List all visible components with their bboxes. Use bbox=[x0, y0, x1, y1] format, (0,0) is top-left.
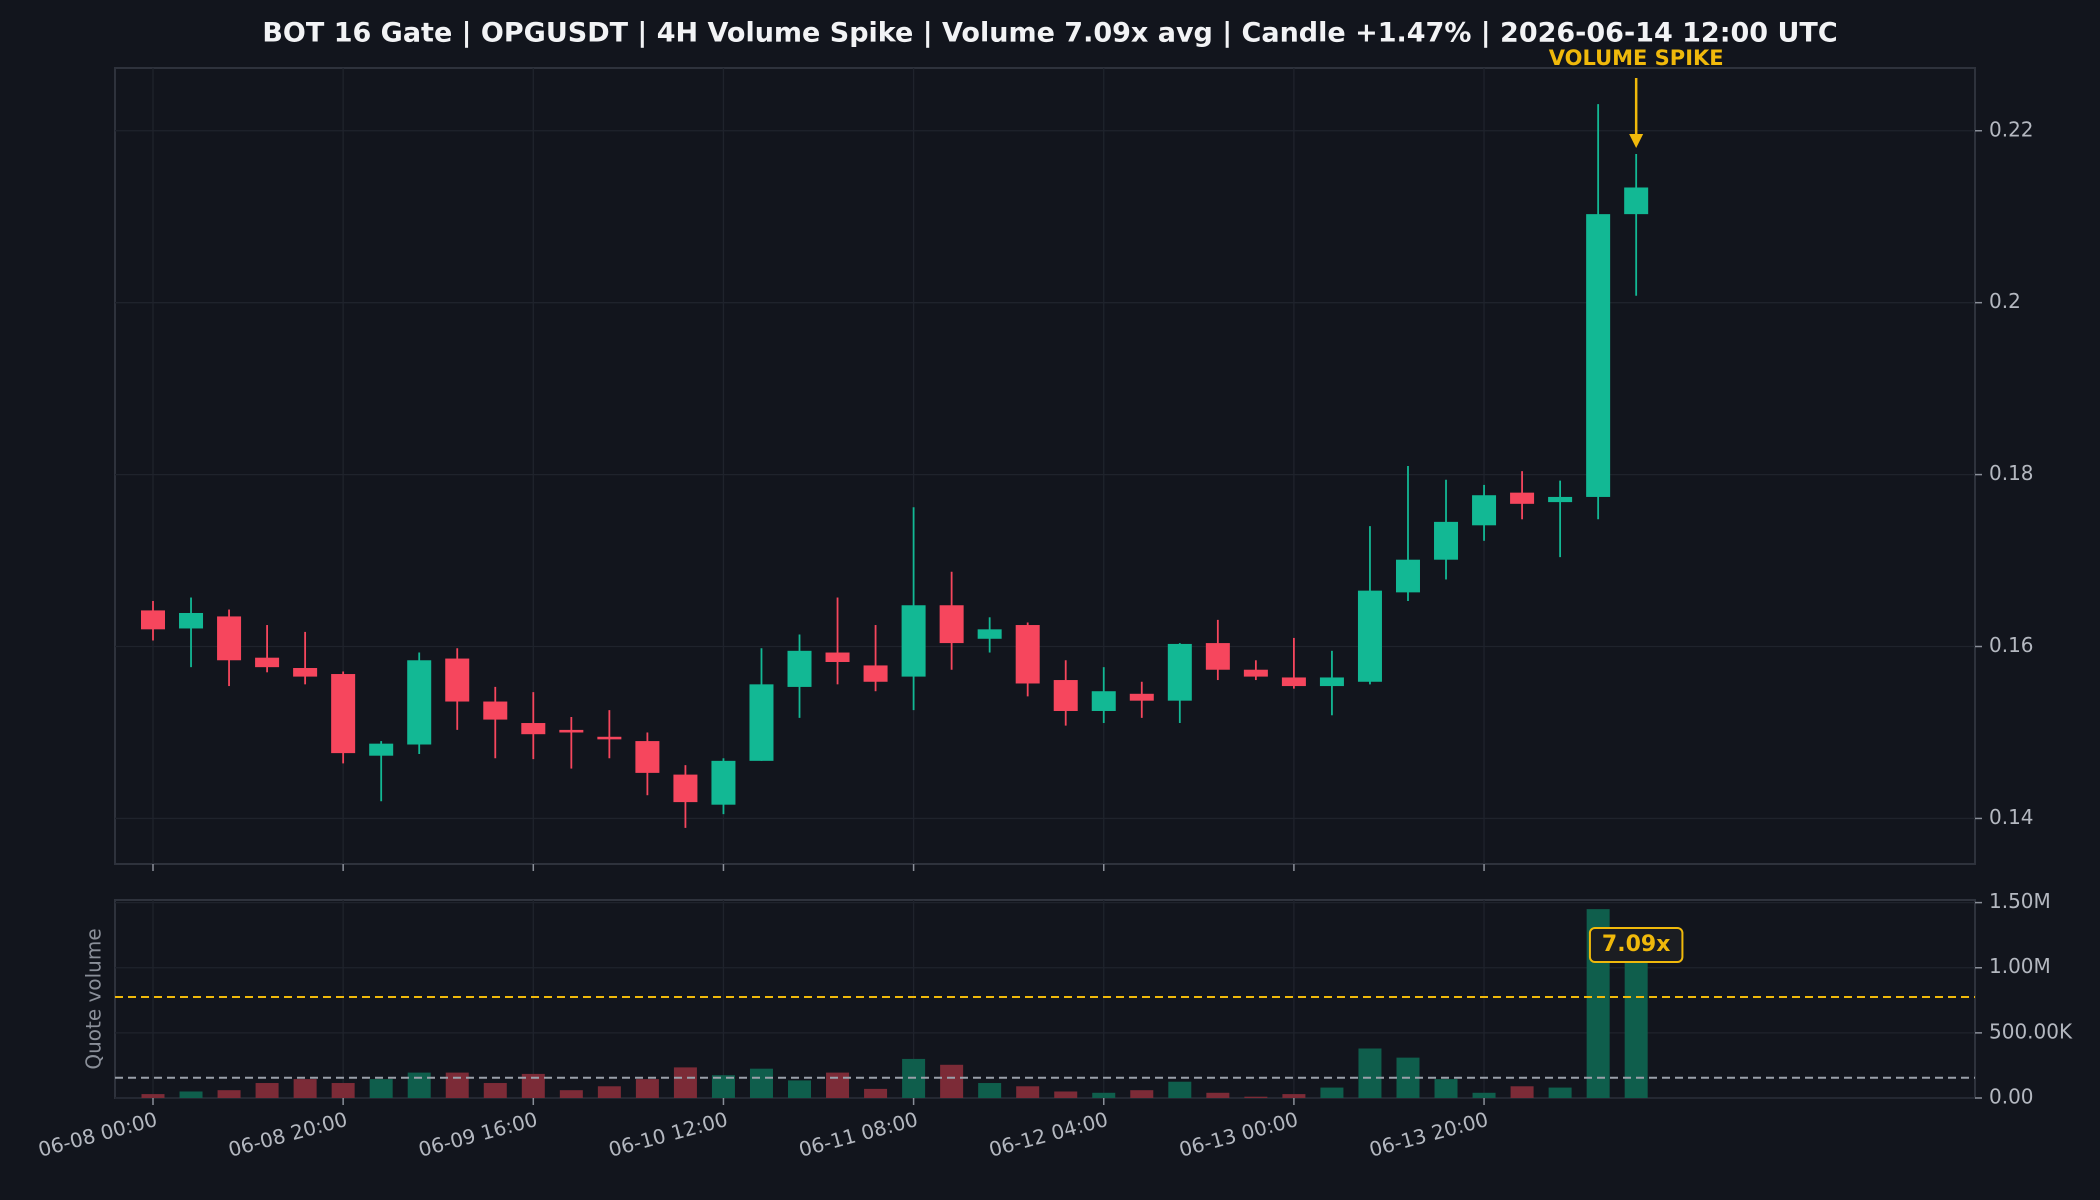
volume-bar bbox=[1168, 1081, 1192, 1098]
candle-body bbox=[293, 668, 318, 677]
annotation: 7.09x bbox=[1602, 932, 1670, 957]
y-tick-label: 0.00 bbox=[1989, 1085, 2034, 1109]
volume-bar bbox=[978, 1083, 1002, 1098]
volume-bar bbox=[673, 1067, 697, 1098]
volume-bar bbox=[559, 1090, 583, 1098]
volume-bar bbox=[864, 1088, 888, 1098]
candle-body bbox=[825, 652, 850, 662]
candle-body bbox=[1091, 691, 1116, 711]
candle-body bbox=[1472, 495, 1497, 526]
volume-bar bbox=[749, 1068, 773, 1098]
volume-bar bbox=[1624, 954, 1648, 1098]
volume-bar bbox=[369, 1079, 393, 1098]
volume-bar bbox=[635, 1079, 659, 1098]
volume-bar bbox=[217, 1090, 241, 1098]
candle-body bbox=[1053, 680, 1078, 711]
y-tick-label: 0.22 bbox=[1989, 117, 2034, 141]
volume-bar bbox=[1244, 1096, 1268, 1098]
volume-bar bbox=[141, 1094, 165, 1098]
volume-bar bbox=[1092, 1092, 1116, 1098]
candle-body bbox=[1205, 643, 1230, 670]
volume-bar bbox=[179, 1091, 203, 1098]
y-tick-label: 0.16 bbox=[1989, 633, 2034, 657]
candle-body bbox=[559, 729, 584, 733]
volume-bar bbox=[1510, 1086, 1534, 1098]
annotation: VOLUME SPIKE bbox=[1549, 46, 1724, 70]
volume-bar bbox=[940, 1064, 964, 1098]
candle-body bbox=[1624, 187, 1649, 215]
candle-body bbox=[597, 736, 622, 740]
candle-body bbox=[1129, 693, 1154, 701]
y-tick-label: 1.50M bbox=[1989, 889, 2051, 913]
candle-body bbox=[711, 760, 736, 805]
candle-body bbox=[1548, 496, 1573, 503]
candle-body bbox=[1434, 521, 1459, 560]
volume-bar bbox=[1016, 1086, 1040, 1098]
candle-body bbox=[749, 684, 774, 761]
candle-body bbox=[939, 605, 964, 644]
volume-bar bbox=[1548, 1087, 1572, 1098]
volume-bar bbox=[1320, 1087, 1344, 1098]
candle-body bbox=[407, 660, 432, 745]
candle-body bbox=[445, 658, 470, 702]
volume-bar bbox=[483, 1083, 507, 1098]
y-tick-label: 500.00K bbox=[1989, 1019, 2073, 1043]
volume-bar bbox=[1282, 1094, 1306, 1098]
candle-body bbox=[141, 610, 165, 630]
candle-body bbox=[331, 674, 356, 754]
candle-body bbox=[635, 741, 660, 773]
candle-body bbox=[521, 723, 546, 735]
candle-body bbox=[483, 701, 508, 720]
candle-body bbox=[179, 612, 204, 629]
volume-bar bbox=[521, 1073, 545, 1098]
volume-bar bbox=[1358, 1048, 1382, 1098]
candle-body bbox=[1243, 669, 1268, 677]
candle-body bbox=[1395, 559, 1420, 593]
candle-body bbox=[1586, 214, 1611, 497]
candle-body bbox=[673, 774, 698, 803]
candle-body bbox=[217, 616, 242, 661]
candle-body bbox=[1015, 625, 1040, 684]
volume-bar bbox=[1472, 1092, 1496, 1098]
volume-bar bbox=[711, 1075, 735, 1098]
candle-body bbox=[977, 629, 1002, 639]
candle-body bbox=[255, 657, 280, 668]
candle-body bbox=[369, 743, 394, 756]
volume-bar bbox=[1130, 1090, 1154, 1098]
candle-body bbox=[787, 650, 812, 687]
candle-body bbox=[1357, 590, 1382, 682]
volume-bar bbox=[445, 1072, 469, 1098]
volume-bar bbox=[1206, 1092, 1230, 1098]
volume-bar bbox=[597, 1086, 621, 1098]
chart-title: BOT 16 Gate | OPGUSDT | 4H Volume Spike … bbox=[262, 18, 1837, 49]
volume-bar bbox=[1434, 1079, 1458, 1098]
y-tick-label: 0.14 bbox=[1989, 805, 2034, 829]
candle-body bbox=[1281, 677, 1306, 687]
volume-bar bbox=[331, 1083, 355, 1098]
y-axis-label: Quote volume bbox=[82, 928, 106, 1069]
volume-bar bbox=[826, 1072, 850, 1098]
candle-body bbox=[1510, 492, 1535, 504]
annotation-box bbox=[1588, 927, 1684, 963]
y-tick-label: 1.00M bbox=[1989, 954, 2051, 978]
candle-body bbox=[1167, 643, 1192, 701]
volume-bar bbox=[788, 1080, 812, 1098]
plot-area bbox=[114, 899, 1976, 1099]
plot-area bbox=[114, 67, 1976, 865]
volume-bar bbox=[1054, 1091, 1078, 1098]
y-tick-label: 0.2 bbox=[1989, 289, 2021, 313]
volume-bar bbox=[407, 1072, 431, 1098]
volume-bar bbox=[293, 1079, 317, 1098]
candle-body bbox=[1319, 677, 1344, 687]
candle-body bbox=[901, 605, 926, 677]
annotation-arrowhead bbox=[1629, 133, 1644, 148]
candle-body bbox=[863, 665, 888, 682]
volume-bar bbox=[255, 1083, 279, 1098]
y-tick-label: 0.18 bbox=[1989, 461, 2034, 485]
